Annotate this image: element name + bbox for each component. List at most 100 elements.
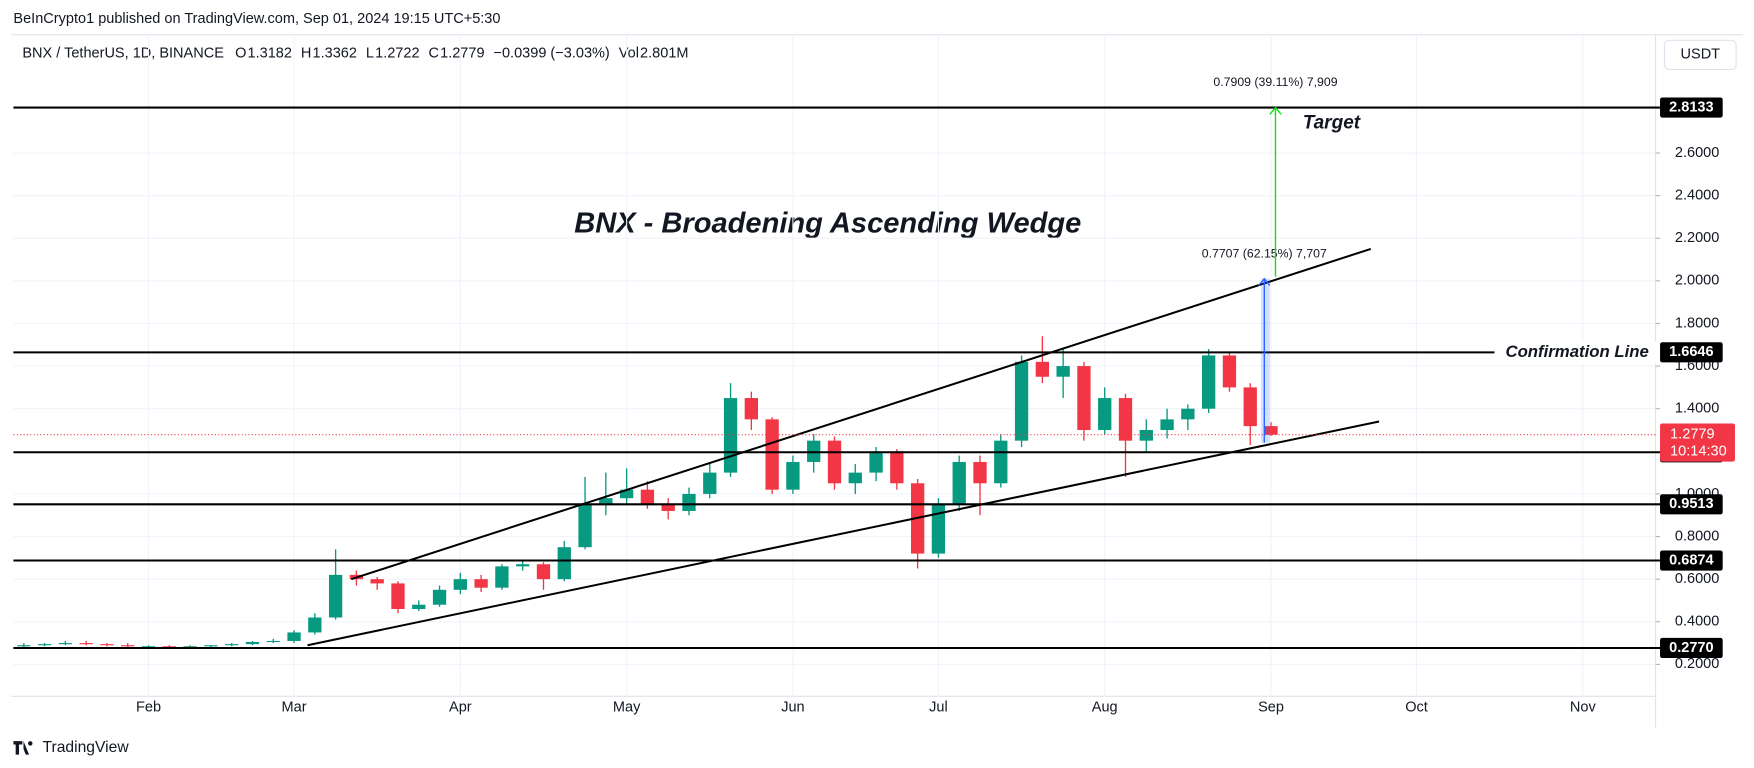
y-tick-label: 2.0000: [1675, 273, 1719, 289]
level-label: 0.6874: [1669, 552, 1713, 568]
candle-body: [1118, 398, 1133, 441]
candle-body: [453, 579, 467, 590]
countdown: 10:14:30: [1670, 443, 1727, 459]
candle-body: [412, 604, 426, 609]
candle-body: [661, 504, 675, 511]
candle-body: [141, 646, 156, 648]
candle-body: [1077, 366, 1091, 431]
x-tick-label: Nov: [1570, 699, 1597, 715]
candle-body: [1243, 387, 1257, 427]
x-tick-label: Mar: [282, 699, 307, 715]
x-tick-label: Sep: [1258, 699, 1284, 715]
candle-body: [786, 461, 800, 490]
annotation: Confirmation Line: [1505, 342, 1648, 361]
x-tick-label: Feb: [136, 699, 161, 715]
legend-value: 2.801M: [640, 46, 688, 62]
candle-body: [765, 419, 779, 490]
legend-value: 1.2779: [440, 46, 484, 62]
candle-body: [1056, 366, 1070, 377]
candle-body: [578, 504, 592, 548]
legend-value: 1.2722: [375, 46, 419, 62]
measure-head: [1269, 106, 1282, 115]
y-tick-label: 2.6000: [1675, 145, 1719, 161]
candle-body: [308, 617, 322, 633]
candle-body: [931, 504, 946, 554]
legend-value: 1.3362: [313, 46, 357, 62]
candle-body: [370, 579, 384, 584]
candle-body: [994, 440, 1008, 484]
trendline: [307, 420, 1380, 647]
x-tick-label: Apr: [449, 699, 472, 715]
candle-body: [516, 564, 530, 567]
measure-head: [1258, 277, 1271, 286]
y-tick-label: 1.8000: [1675, 315, 1719, 331]
chart-title: BNX - Broadening Ascending Wedge: [574, 208, 1081, 240]
candle-body: [973, 461, 987, 484]
candle-body: [495, 566, 509, 588]
level-label: 1.6646: [1669, 344, 1713, 360]
annotation-bg: [1494, 341, 1661, 364]
candle-body: [266, 640, 280, 643]
y-tick-label: 2.2000: [1675, 230, 1719, 246]
candle-body: [848, 472, 862, 484]
legend-key: C: [429, 46, 439, 62]
y-tick-label: 1.4000: [1675, 401, 1719, 417]
candle-body: [827, 440, 842, 484]
measure-label: 0.7909 (39.11%) 7,909: [1213, 75, 1337, 89]
currency-button[interactable]: [1663, 39, 1737, 70]
x-tick-label: Jun: [781, 699, 804, 715]
x-tick-label: May: [613, 699, 641, 715]
brand: TradingView: [13, 739, 129, 756]
legend-key: O: [235, 46, 246, 62]
symbol-legend: BNX / TetherUS, 1D, BINANCE O 1.3182 H 1.33…: [22, 46, 688, 62]
candle-body: [1181, 408, 1195, 420]
last-price-box: [1660, 423, 1735, 462]
candle-body: [287, 632, 301, 641]
x-tick-label: Jul: [929, 699, 948, 715]
measure-area: [1260, 278, 1270, 443]
candle-body: [100, 644, 114, 646]
candle-body: [723, 398, 738, 473]
candle-body: [183, 646, 197, 648]
candle-body: [640, 489, 655, 505]
candle-body: [245, 642, 260, 645]
currency: USDT: [1681, 47, 1721, 63]
candle-body: [1035, 361, 1050, 377]
level-label-box: [1660, 342, 1723, 363]
legend-key: L: [366, 46, 374, 62]
level-label-box: [1660, 494, 1723, 515]
candle-body: [204, 645, 218, 647]
level-label: 2.8133: [1669, 99, 1713, 115]
y-tick-label: 0.4000: [1675, 614, 1719, 630]
legend-key: Vol: [619, 46, 639, 62]
candle-body: [17, 645, 31, 647]
level-label-box: [1660, 97, 1723, 118]
candle-body: [162, 646, 176, 648]
candle-body: [952, 461, 966, 505]
candle-body: [869, 451, 883, 473]
y-tick-label: 0.2000: [1675, 656, 1719, 672]
legend-value: 1.3182: [248, 46, 292, 62]
x-tick-label: Aug: [1092, 699, 1118, 715]
legend-key: H: [301, 46, 311, 62]
last-price-label: 1.2779: [1670, 427, 1714, 443]
candle-body: [557, 547, 571, 580]
annotation: Target: [1303, 112, 1361, 133]
symbol: BNX / TetherUS, 1D, BINANCE: [22, 46, 224, 62]
candle-body: [703, 472, 717, 494]
candle-body: [225, 644, 239, 646]
candle-body: [121, 645, 135, 647]
candle-body: [328, 574, 343, 618]
trendline: [350, 247, 1372, 581]
measure-label: 0.7707 (62.15%) 7,707: [1202, 246, 1327, 260]
candle-body: [599, 498, 613, 505]
candle-body: [744, 398, 758, 420]
candle-body: [619, 489, 634, 499]
candle-body: [536, 564, 551, 580]
candle-body: [1139, 430, 1153, 441]
y-tick-label: 2.4000: [1675, 187, 1719, 203]
level-label: 0.9513: [1669, 496, 1713, 512]
